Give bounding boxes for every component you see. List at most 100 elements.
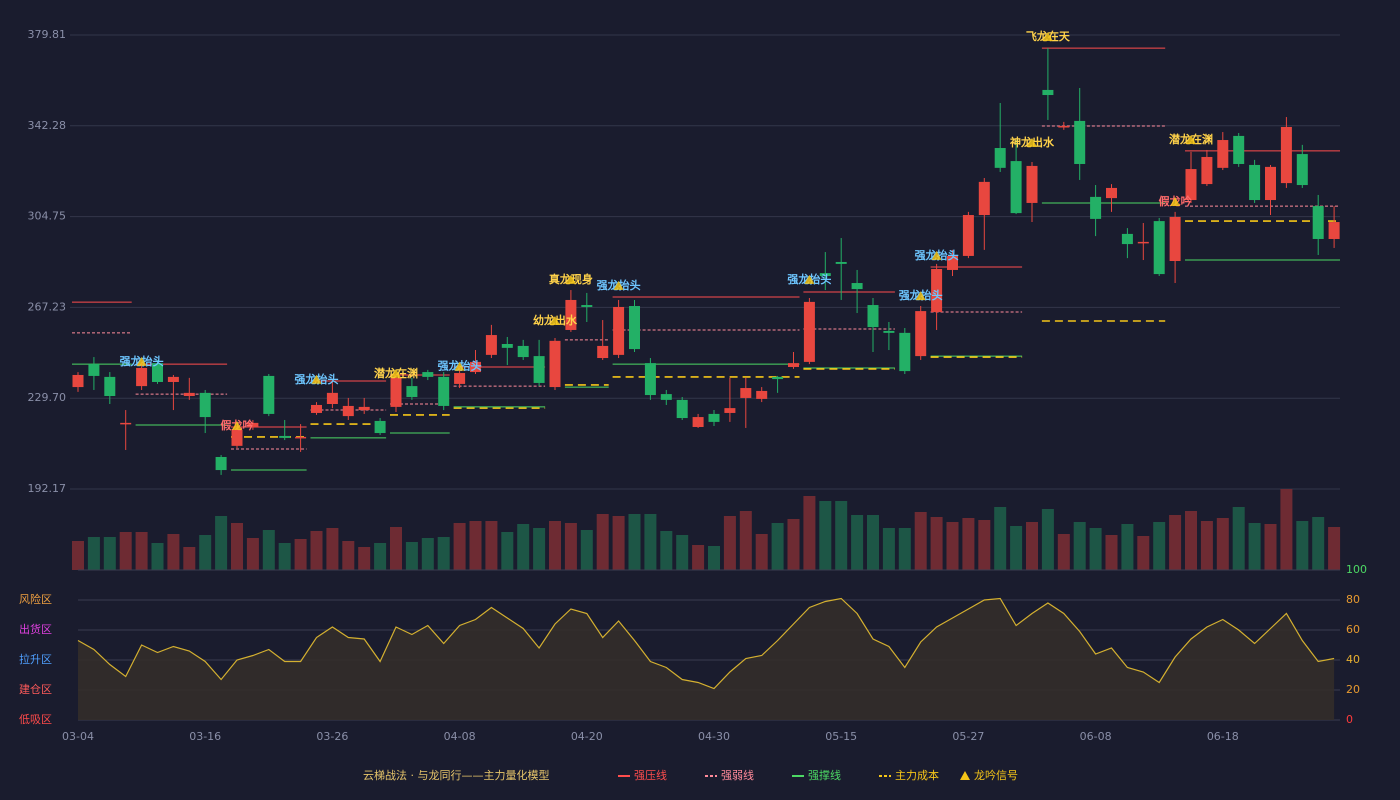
volume-bar [1057, 534, 1070, 570]
volume-bar [755, 534, 768, 570]
candle-body [581, 305, 593, 307]
candle-body [629, 306, 640, 350]
volume-bar [1232, 507, 1245, 570]
volume-bar [946, 522, 959, 570]
volume-bar [803, 496, 816, 570]
candle-body [819, 273, 831, 277]
signal-marker [613, 280, 624, 290]
volume-bar [580, 530, 593, 570]
candle-body [247, 422, 259, 427]
zone-label: 建仓区 [19, 682, 52, 696]
candle-body [215, 456, 227, 471]
candle-body [295, 436, 307, 439]
volume-bar [135, 532, 148, 570]
candle-body [1217, 140, 1229, 168]
y-tick-label: 379.81 [28, 28, 67, 41]
volume-bar [342, 541, 355, 570]
candle-body [311, 404, 322, 413]
candle-body [1042, 89, 1054, 96]
volume-bar [215, 516, 228, 570]
y-tick-label: 192.17 [28, 482, 67, 495]
candle-body [1185, 169, 1197, 201]
signal-marker [931, 250, 942, 260]
volume-bar [549, 521, 561, 570]
y2-tick-label: 60 [1346, 623, 1360, 636]
volume-bar [771, 523, 784, 570]
zone-label: 低吸区 [19, 713, 52, 726]
volume-bar [851, 515, 864, 570]
volume-bar [390, 527, 402, 570]
candle-body [660, 394, 672, 400]
candle-body [1026, 165, 1038, 203]
candle-body [788, 363, 799, 367]
volume-bar [962, 518, 975, 570]
volume-bar [867, 515, 879, 570]
candle-body [565, 299, 577, 330]
y2-tick-label: 0 [1346, 713, 1353, 726]
signal-marker [1170, 196, 1181, 206]
signal-marker [311, 374, 322, 384]
volume-bar [676, 535, 689, 570]
volume-bar [1153, 522, 1166, 570]
volume-bar [72, 541, 84, 570]
legend-label: 强撑线 [808, 768, 841, 782]
zone-label: 出货区 [19, 622, 52, 636]
volume-bar [660, 531, 673, 570]
volume-bar [1105, 535, 1118, 570]
candle-body [915, 311, 927, 357]
candle-body [517, 345, 529, 358]
volume-bar [708, 546, 720, 570]
candle-body [644, 363, 656, 396]
candle-body [1121, 233, 1133, 245]
volume-bar [1328, 527, 1341, 570]
candle-body [597, 345, 609, 359]
legend-label: 强压线 [634, 768, 667, 782]
candle-body [1137, 241, 1149, 244]
candle-body [390, 377, 402, 407]
candle-body [724, 408, 736, 413]
candle-body [199, 392, 211, 418]
volume-bar [787, 519, 800, 570]
volume-bar [246, 538, 259, 570]
y-tick-label: 267.23 [28, 300, 67, 313]
legend-label: 主力成本 [895, 768, 939, 782]
legend-swatch [960, 771, 970, 780]
volume-bar [644, 514, 657, 570]
candle-body [1233, 135, 1245, 164]
volume-bar [994, 507, 1007, 570]
candle-body [947, 255, 958, 270]
x-tick-label: 06-08 [1080, 730, 1112, 743]
volume-bar [262, 530, 275, 570]
volume-bar [167, 534, 180, 570]
candle-body [72, 374, 84, 388]
x-tick-label: 06-18 [1207, 730, 1239, 743]
volume-bar [564, 523, 577, 570]
volume-bar [1312, 517, 1325, 570]
candle-body [326, 392, 338, 405]
x-tick-label: 03-26 [316, 730, 348, 743]
candle-body [1153, 221, 1165, 275]
candle-body [978, 181, 990, 216]
candle-body [88, 364, 100, 376]
volume-bar [103, 537, 116, 570]
volume-bar [199, 535, 212, 570]
y2-tick-label: 80 [1346, 593, 1360, 606]
zone-label: 拉升区 [19, 652, 52, 666]
y-tick-label: 229.70 [28, 391, 67, 404]
volume-bar [898, 528, 911, 570]
volume-bar [278, 543, 291, 570]
volume-bar [501, 532, 514, 570]
x-tick-label: 04-20 [571, 730, 603, 743]
candle-body [962, 215, 974, 256]
legend-label: 强弱线 [721, 768, 754, 782]
candle-body [136, 367, 148, 387]
candle-body [533, 356, 545, 383]
volume-bar [1280, 489, 1293, 570]
candle-body [183, 392, 195, 397]
candle-body [1201, 156, 1213, 185]
volume-bar [1073, 522, 1086, 570]
volume-bar [1026, 522, 1038, 570]
candle-body [740, 388, 752, 398]
candle-body [470, 361, 481, 373]
